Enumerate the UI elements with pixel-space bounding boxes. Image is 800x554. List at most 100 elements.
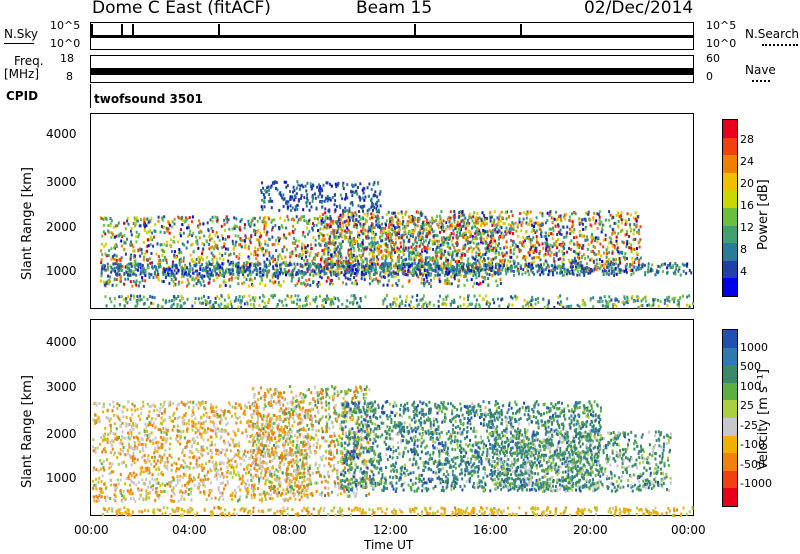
power-cell xyxy=(440,225,443,229)
colorbar-tick-label: 24 xyxy=(740,155,754,168)
power-cell xyxy=(354,255,357,259)
power-cell xyxy=(296,282,299,286)
power-cell xyxy=(362,186,365,190)
power-cell xyxy=(220,234,223,238)
power-cell xyxy=(464,274,467,278)
power-cell xyxy=(266,269,268,273)
power-cell xyxy=(399,295,402,299)
power-cell xyxy=(575,265,577,269)
power-cell xyxy=(495,242,498,246)
power-cell xyxy=(458,267,461,271)
power-cell xyxy=(216,247,219,251)
power-cell xyxy=(669,262,672,266)
power-cell xyxy=(189,270,191,273)
power-cell xyxy=(181,242,184,246)
power-cell xyxy=(278,208,281,212)
power-cell xyxy=(286,215,289,219)
power-cell xyxy=(397,222,400,226)
power-cell xyxy=(283,236,286,240)
power-cell xyxy=(340,235,343,239)
power-cell xyxy=(362,252,365,256)
power-cell xyxy=(561,261,564,265)
power-cell xyxy=(339,222,341,225)
power-cell xyxy=(563,270,566,274)
power-cell xyxy=(322,227,325,231)
power-cell xyxy=(444,279,447,282)
power-cell xyxy=(557,295,560,299)
power-cell xyxy=(528,264,531,268)
power-cell xyxy=(530,265,533,269)
power-cell xyxy=(592,237,595,241)
power-cell xyxy=(446,258,449,262)
power-cell xyxy=(589,297,592,300)
power-cell xyxy=(208,243,211,246)
power-cell xyxy=(657,264,660,268)
power-cell xyxy=(108,279,111,283)
power-cell xyxy=(389,263,392,267)
power-cell xyxy=(272,267,275,271)
power-cell xyxy=(454,260,457,264)
power-cell xyxy=(256,248,259,252)
power-cell xyxy=(223,274,226,278)
power-cell xyxy=(408,215,410,219)
power-cell xyxy=(376,271,379,275)
power-cell xyxy=(372,250,375,254)
power-cell xyxy=(364,222,367,226)
power-cell xyxy=(415,298,418,302)
power-cell xyxy=(545,266,548,270)
power-cell xyxy=(451,223,453,227)
power-cell xyxy=(327,262,330,266)
power-cell xyxy=(140,248,143,252)
power-cell xyxy=(173,298,176,302)
power-cell xyxy=(306,181,309,185)
power-cell xyxy=(418,259,421,262)
power-cell xyxy=(605,301,608,304)
power-cell xyxy=(318,294,321,298)
power-cell xyxy=(285,270,288,274)
power-cell xyxy=(370,187,373,191)
power-cell xyxy=(394,241,397,245)
power-cell xyxy=(400,256,403,260)
power-cell xyxy=(323,269,326,273)
power-cell xyxy=(311,259,314,263)
power-cell xyxy=(197,280,200,284)
power-cell xyxy=(370,205,373,209)
power-cell xyxy=(608,257,611,261)
power-cell xyxy=(643,263,646,267)
power-cell xyxy=(537,263,540,267)
power-cell xyxy=(104,268,107,272)
power-cell xyxy=(628,218,630,222)
power-cell xyxy=(525,263,528,267)
power-cell xyxy=(463,236,466,240)
power-cell xyxy=(466,271,469,275)
power-cell xyxy=(586,238,589,242)
power-cell xyxy=(551,245,554,249)
power-cell xyxy=(634,299,637,303)
colorbar-tick-label: 100 xyxy=(740,379,761,393)
power-cell xyxy=(560,265,563,269)
power-cell xyxy=(180,228,182,232)
power-cell xyxy=(143,284,145,288)
power-cell xyxy=(173,264,176,268)
power-cell xyxy=(243,281,246,285)
power-cell xyxy=(312,196,314,200)
power-cell xyxy=(285,236,288,240)
power-cell xyxy=(443,236,445,240)
power-cell xyxy=(478,303,481,307)
power-cell xyxy=(172,240,175,243)
power-cell xyxy=(353,297,356,301)
power-cell xyxy=(478,264,481,267)
power-cell xyxy=(230,260,233,264)
power-cell xyxy=(268,269,271,273)
power-cell xyxy=(422,237,425,241)
power-cell xyxy=(373,272,376,276)
power-cell xyxy=(184,271,187,275)
power-cell xyxy=(471,265,474,268)
power-cell xyxy=(302,281,305,285)
power-cell xyxy=(410,245,413,249)
power-cell xyxy=(279,283,282,287)
power-cell xyxy=(305,226,308,230)
power-cell xyxy=(445,259,448,263)
power-cell xyxy=(290,272,293,276)
power-cell xyxy=(435,219,437,222)
